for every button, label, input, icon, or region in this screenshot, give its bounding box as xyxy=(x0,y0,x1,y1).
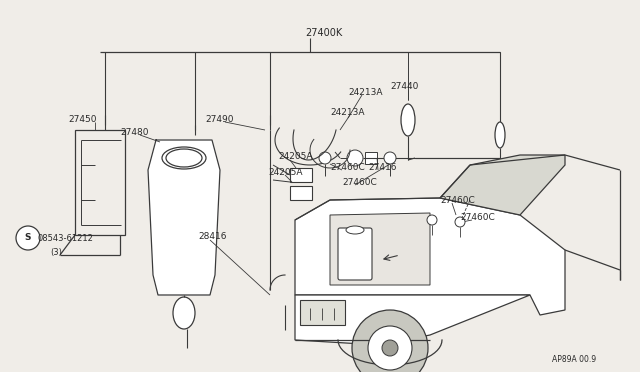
FancyBboxPatch shape xyxy=(290,168,312,182)
Circle shape xyxy=(427,215,437,225)
Ellipse shape xyxy=(346,226,364,234)
Text: S: S xyxy=(25,234,31,243)
Polygon shape xyxy=(295,198,565,315)
Circle shape xyxy=(455,217,465,227)
Text: 28416: 28416 xyxy=(198,232,227,241)
Text: 27460C: 27460C xyxy=(330,163,365,172)
FancyBboxPatch shape xyxy=(338,228,372,280)
Polygon shape xyxy=(440,155,565,215)
Text: 27480: 27480 xyxy=(120,128,148,137)
Circle shape xyxy=(464,179,476,191)
Text: 24213A: 24213A xyxy=(330,108,365,117)
Text: AP89A 00.9: AP89A 00.9 xyxy=(552,355,596,364)
Text: 24205A: 24205A xyxy=(278,152,312,161)
Polygon shape xyxy=(330,213,430,285)
Text: (3): (3) xyxy=(50,248,62,257)
Circle shape xyxy=(347,150,363,166)
Circle shape xyxy=(16,226,40,250)
Circle shape xyxy=(368,326,412,370)
Circle shape xyxy=(319,152,331,164)
Text: 27450: 27450 xyxy=(68,115,97,124)
Polygon shape xyxy=(295,295,530,345)
Circle shape xyxy=(352,310,428,372)
Ellipse shape xyxy=(173,297,195,329)
Text: 27416: 27416 xyxy=(368,163,397,172)
Text: 27460C: 27460C xyxy=(460,213,495,222)
Ellipse shape xyxy=(401,104,415,136)
Polygon shape xyxy=(148,140,220,295)
Text: 27490: 27490 xyxy=(205,115,234,124)
FancyBboxPatch shape xyxy=(300,300,345,325)
Ellipse shape xyxy=(166,149,202,167)
Text: 08543-61212: 08543-61212 xyxy=(38,234,94,243)
Circle shape xyxy=(384,152,396,164)
Ellipse shape xyxy=(495,122,505,148)
Text: 24205A: 24205A xyxy=(268,168,303,177)
FancyBboxPatch shape xyxy=(365,152,377,164)
Circle shape xyxy=(382,340,398,356)
Text: 27460C: 27460C xyxy=(440,196,475,205)
Text: 27460C: 27460C xyxy=(342,178,377,187)
Text: 27400K: 27400K xyxy=(305,28,342,38)
Text: 24213A: 24213A xyxy=(348,88,383,97)
FancyBboxPatch shape xyxy=(290,186,312,200)
Text: 27440: 27440 xyxy=(390,82,419,91)
